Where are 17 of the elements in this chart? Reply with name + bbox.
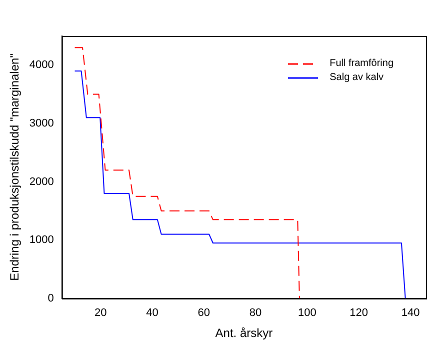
x-tick-label: 60	[198, 307, 210, 320]
y-tick-label: 0	[48, 292, 54, 304]
x-tick-label: 80	[249, 307, 262, 320]
x-tick-label: 100	[298, 307, 316, 320]
x-axis-title: Ant. årskyr	[215, 326, 273, 340]
line-series	[74, 47, 300, 298]
y-axis-title: Endring i produksjonstilskudd "marginalen"	[8, 54, 22, 281]
x-tick-label: 140	[401, 307, 420, 320]
x-tick-label: 40	[146, 307, 158, 320]
y-tick-label: 3000	[29, 118, 54, 130]
y-tick-label: 2000	[29, 176, 54, 188]
x-tick-label: 20	[94, 307, 107, 320]
y-tick-label: 4000	[29, 59, 54, 72]
legend-label: Salg av kalv	[330, 70, 384, 85]
legend-label: Full framfôring	[330, 56, 394, 71]
y-tick-label: 1000	[29, 234, 54, 246]
x-tick-label: 120	[350, 307, 368, 320]
